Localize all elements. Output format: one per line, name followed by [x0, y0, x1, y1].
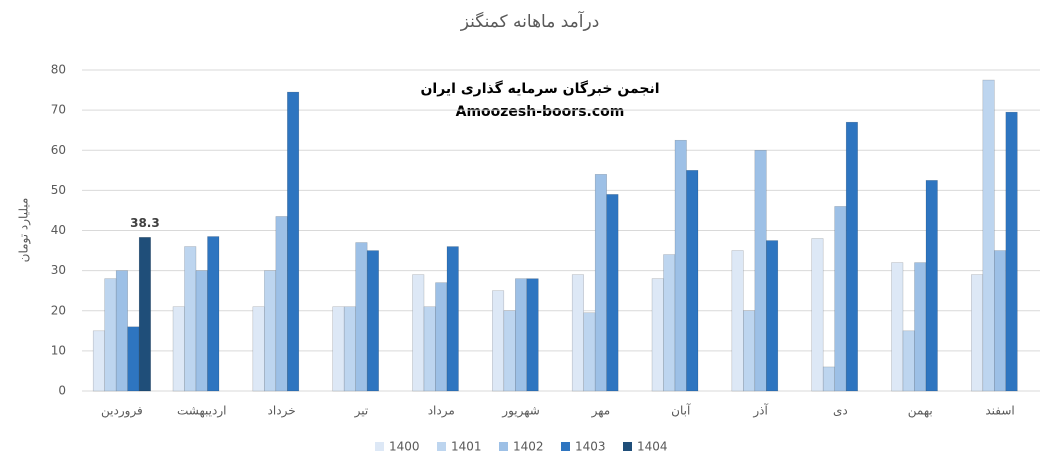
legend-label: 1404: [637, 440, 668, 454]
x-tick-label: اسفند: [985, 404, 1014, 418]
bar: [674, 139, 687, 392]
bar: [971, 274, 984, 392]
bar: [207, 236, 220, 392]
y-tick-label: 50: [51, 183, 66, 197]
x-tick-label: تیر: [354, 404, 369, 419]
bar: [252, 306, 265, 392]
bar: [332, 306, 345, 392]
bar: [822, 366, 835, 392]
bar: [583, 312, 596, 392]
data-label: 38.3: [130, 216, 160, 230]
bar: [127, 326, 140, 392]
bar: [92, 330, 105, 392]
x-tick-label: مهر: [591, 404, 611, 419]
y-tick-label: 30: [51, 263, 66, 277]
x-tick-label: اردیبهشت: [177, 404, 226, 419]
bar: [138, 237, 151, 392]
bar: [423, 306, 436, 392]
legend-swatch: [437, 442, 446, 451]
bar: [115, 270, 128, 392]
bar: [834, 206, 847, 392]
y-tick-label: 60: [51, 143, 66, 157]
legend-swatch: [499, 442, 508, 451]
legend-swatch: [623, 442, 632, 451]
bar: [264, 270, 277, 392]
x-tick-label: آبان: [671, 403, 691, 418]
bar: [412, 274, 425, 392]
bar: [343, 306, 356, 392]
y-tick-label: 70: [51, 103, 66, 117]
y-tick-label: 0: [58, 384, 66, 398]
chart-title: درآمد ماهانه کمنگنز: [460, 10, 600, 32]
legend-swatch: [375, 442, 384, 451]
bar: [651, 278, 664, 392]
bar: [925, 180, 938, 392]
bar: [731, 250, 744, 392]
x-tick-label: دی: [833, 404, 848, 418]
x-tick-label: مرداد: [428, 404, 455, 419]
bar: [515, 278, 528, 392]
legend-label: 1401: [451, 440, 482, 454]
bar: [845, 121, 858, 392]
legend-label: 1400: [389, 440, 420, 454]
y-tick-label: 80: [51, 63, 66, 77]
legend-label: 1403: [575, 440, 606, 454]
bar: [902, 330, 915, 392]
bar: [275, 216, 288, 392]
bar: [686, 170, 699, 392]
bar: [366, 250, 379, 392]
bar: [914, 262, 927, 392]
bar: [526, 278, 539, 392]
x-tick-label: آذر: [752, 403, 768, 419]
bar: [891, 262, 904, 392]
watermark: انجمن خبرگان سرمایه گذاری ایران: [420, 80, 659, 97]
bar: [503, 310, 516, 392]
bar: [435, 282, 448, 392]
bar: [1005, 111, 1018, 392]
bar: [172, 306, 185, 392]
bar: [571, 274, 584, 392]
x-tick-label: بهمن: [908, 404, 933, 419]
x-tick-label: فروردین: [101, 404, 143, 419]
y-tick-label: 10: [51, 343, 66, 357]
y-tick-label: 20: [51, 303, 66, 317]
bar: [594, 174, 607, 392]
bar: [195, 270, 208, 392]
x-tick-label: خرداد: [268, 404, 296, 419]
y-axis-label: میلیارد تومان: [17, 198, 32, 263]
bar: [184, 246, 197, 392]
x-tick-label: شهریور: [501, 404, 540, 419]
bar: [355, 242, 368, 392]
bar: [811, 238, 824, 392]
legend-label: 1402: [513, 440, 544, 454]
bar: [754, 150, 767, 392]
bar: [104, 278, 117, 392]
bar: [994, 250, 1007, 392]
watermark: Amoozesh-boors.com: [456, 104, 625, 120]
bar: [982, 79, 995, 392]
bar: [743, 310, 756, 392]
bar: [492, 290, 505, 392]
bar: [766, 240, 779, 392]
bar: [446, 246, 459, 392]
legend-swatch: [561, 442, 570, 451]
bar: [287, 91, 300, 392]
y-tick-label: 40: [51, 223, 66, 237]
bar: [606, 194, 619, 392]
bar: [663, 254, 676, 392]
